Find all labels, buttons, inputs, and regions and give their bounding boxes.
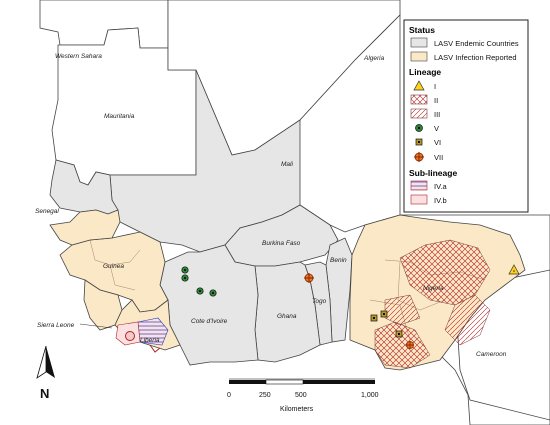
sublineage-ivb-marker (125, 331, 135, 341)
lineage-vii-marker-2 (406, 341, 414, 349)
scale-unit-label: Kilometers (280, 406, 314, 413)
legend-lineage-i-label: I (434, 82, 436, 91)
label-mali: Mali (281, 161, 293, 168)
lineage-iii-region (444, 294, 491, 346)
legend-lineage-iii-symbol (410, 108, 428, 119)
lineage-iii-regions (384, 294, 491, 346)
lineage-vi-marker-3 (395, 330, 403, 338)
legend-sublineage-ivb-symbol (410, 194, 428, 205)
legend-sublineage-title: Sub-lineage (409, 168, 457, 178)
label-western-sahara: Western Sahara (55, 53, 102, 60)
legend-sublineage-iva-label: IV.a (434, 182, 447, 191)
lineage-vi-marker-2 (380, 310, 388, 318)
legend-lineage-ii-symbol (410, 94, 428, 105)
scale-tick-250: 250 (259, 392, 271, 399)
legend-status-endemic-swatch (410, 37, 428, 48)
label-burkina-faso: Burkina Faso (262, 240, 301, 247)
legend-lineage-i-symbol (413, 80, 425, 91)
country-labels: Western Sahara Algeria Mauritania Mali S… (35, 53, 507, 358)
label-algeria: Algeria (363, 55, 385, 62)
lineage-v-marker-4 (209, 289, 217, 297)
lineage-ii-regions (374, 239, 491, 369)
lineage-v-marker-2 (181, 274, 189, 282)
scale-tick-0: 0 (227, 392, 231, 399)
legend-lineage-iii-label: III (434, 110, 440, 119)
scale-tick-1000: 1,000 (361, 392, 379, 399)
lineage-markers (181, 264, 520, 349)
north-arrow: N (36, 345, 55, 401)
label-liberia: Liberia (140, 337, 160, 344)
label-senegal: Senegal (35, 208, 59, 215)
western-sahara-shape (39, 0, 169, 49)
legend-sublineage-iva-symbol (410, 180, 428, 191)
label-sierra-leone: Sierra Leone (37, 322, 75, 329)
north-arrow-label: N (40, 386, 49, 401)
label-togo: Togo (312, 298, 327, 305)
lineage-i-marker (508, 264, 520, 275)
label-benin: Benin (330, 257, 347, 264)
lineage-ii-region-north (399, 239, 491, 306)
legend-lineage-vii-label: VII (434, 153, 443, 162)
legend-status-title: Status (409, 25, 435, 35)
legend-lineage-title: Lineage (409, 67, 441, 77)
legend-lineage-vi-label: VI (434, 138, 441, 147)
lineage-v-marker-3 (196, 287, 204, 295)
legend-status-reported-label: LASV Infection Reported (434, 53, 517, 62)
legend-sublineage-ivb-label: IV.b (434, 196, 447, 205)
legend-lineage-v-label: V (434, 124, 439, 133)
label-cote-divoire: Cote d'Ivoire (191, 318, 228, 325)
label-cameroon: Cameroon (476, 351, 507, 358)
lineage-vi-marker-1 (370, 314, 378, 322)
label-mauritania: Mauritania (104, 113, 135, 120)
legend-lineage-ii-label: II (434, 96, 438, 105)
legend-status-reported-swatch (410, 51, 428, 62)
lineage-v-marker-1 (181, 266, 189, 274)
guinea-bissau-shape (49, 209, 121, 246)
lineage-vii-marker-1 (304, 273, 314, 283)
scale-tick-500: 500 (295, 392, 307, 399)
legend-status-endemic-label: LASV Endemic Countries (434, 39, 519, 48)
label-nigeria: Nigeria (423, 285, 444, 292)
label-guinea: Guinea (103, 263, 124, 270)
legend: Status LASV Endemic Countries LASV Infec… (403, 19, 529, 213)
label-ghana: Ghana (277, 313, 297, 320)
scale-bar: 0 250 500 1,000 Kilometers (227, 378, 379, 413)
sublineage-regions (115, 317, 169, 353)
